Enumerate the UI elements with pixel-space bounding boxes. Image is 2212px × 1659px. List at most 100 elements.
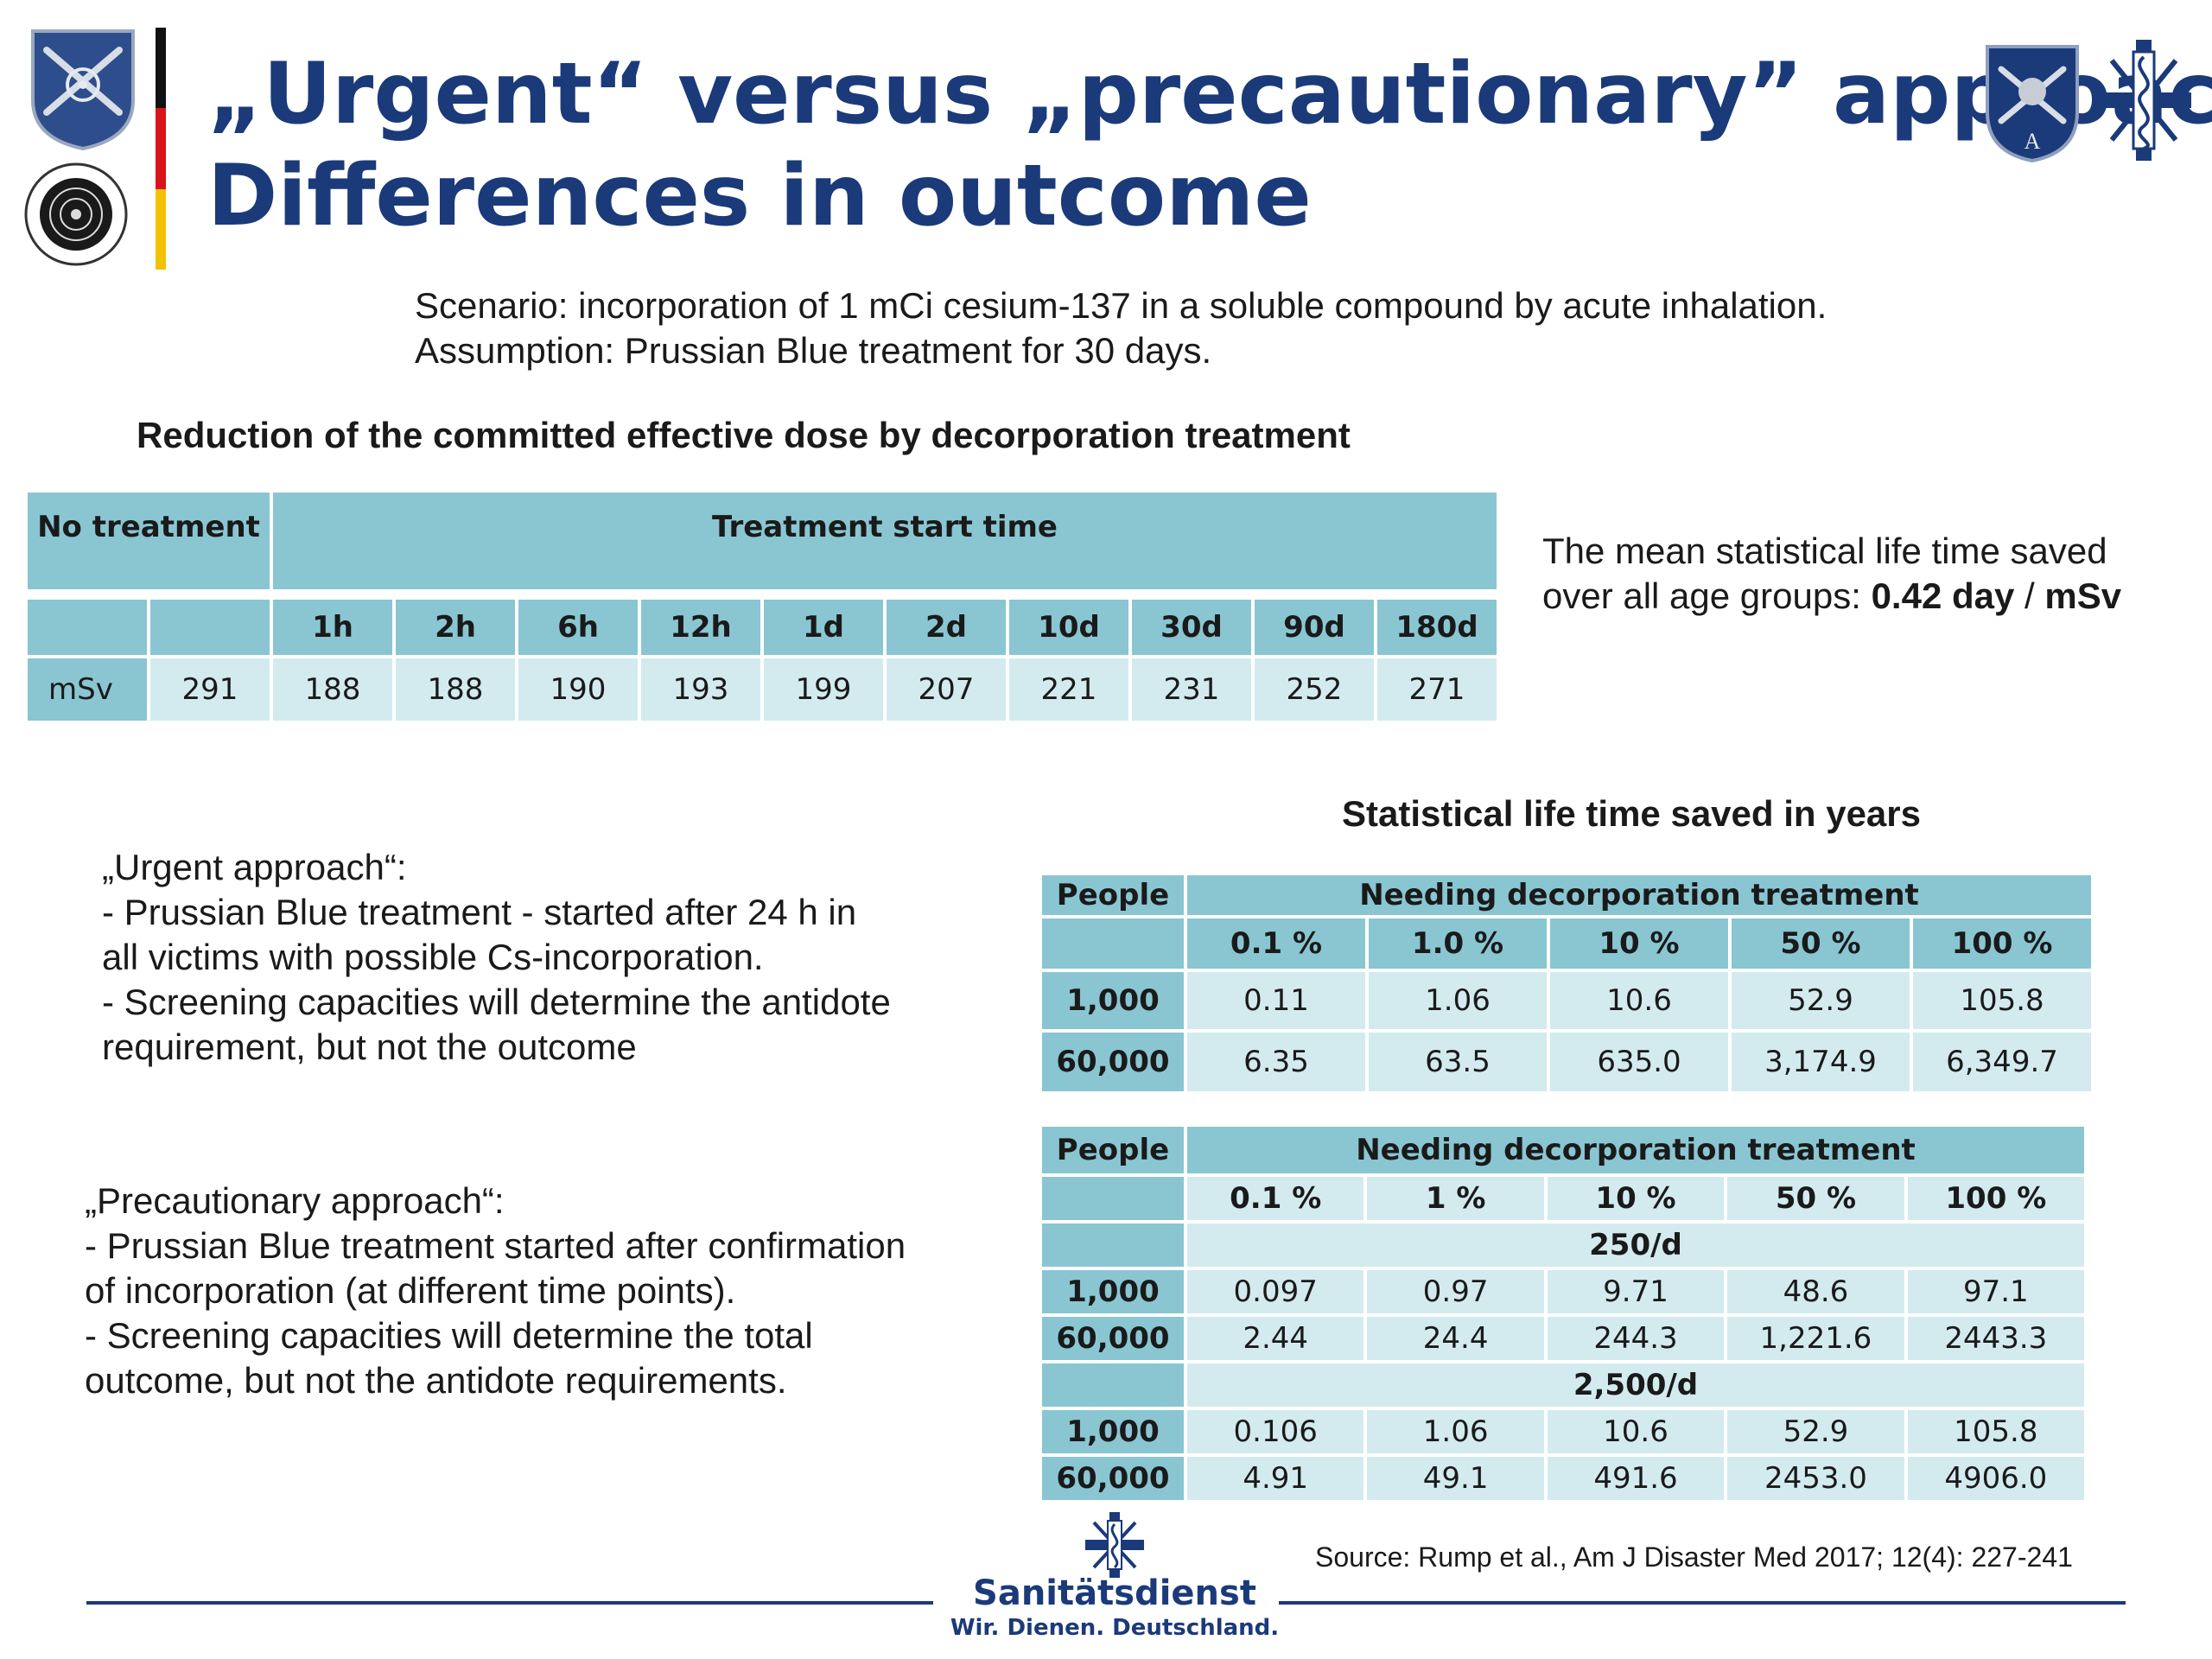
dose-cell: 231 [1132,658,1251,721]
people-label: 60,000 [1042,1457,1184,1500]
dose-table-title: Reduction of the committed effective dos… [137,415,1351,455]
mean-life-prefix: over all age groups: [1542,575,1872,616]
value-cell: 6,349.7 [1913,1033,2091,1091]
dose-reduction-table: No treatment Treatment start time 1h 2h … [28,493,1497,721]
table-row: 60,000 4.91 49.1 491.6 2453.0 4906.0 [1042,1457,2085,1500]
percent-header-cell: 1 % [1367,1177,1544,1220]
text-line: - Prussian Blue treatment - started afte… [102,892,857,932]
percent-header-cell: 10 % [1547,1177,1725,1220]
urgent-approach-text: „Urgent approach“: - Prussian Blue treat… [102,845,891,1070]
percent-header-cell: 0.1 % [1187,1177,1364,1220]
mean-life-line-2: over all age groups: 0.42 day / mSv [1542,574,2121,619]
mean-life-sep: / [2014,575,2045,616]
text-line: - Screening capacities will determine th… [85,1315,813,1356]
percent-header-cell: 50 % [1727,1177,1904,1220]
percent-header-cell: 10 % [1550,918,1728,969]
text-line: requirement, but not the outcome [102,1027,637,1067]
value-cell: 10.6 [1547,1410,1725,1453]
percent-header-cell: 0.1 % [1187,918,1365,969]
time-header-cell: 30d [1132,600,1251,655]
value-cell: 1.06 [1367,1410,1544,1453]
precautionary-approach-text: „Precautionary approach“: - Prussian Blu… [85,1179,906,1403]
value-cell: 49.1 [1367,1457,1544,1500]
brand-slogan: Wir. Dienen. Deutschland. [950,1615,1280,1641]
blank-cell [1042,1177,1184,1220]
value-cell: 9.71 [1547,1270,1725,1313]
value-cell: 24.4 [1367,1317,1544,1360]
section-row: 2,500/d [1042,1363,2084,1407]
time-header-cell: 2d [887,600,1006,655]
medical-service-emblem-logo [2096,40,2191,161]
msv-row: mSv 291 188 188 190 193 199 207 221 231 … [28,658,1497,721]
value-cell: 0.097 [1187,1270,1364,1313]
mean-life-value: 0.42 day [1871,575,2015,616]
assumption-line: Assumption: Prussian Blue treatment for … [415,330,1212,371]
title-line-1: „Urgent“ versus „precautionary” approach [207,45,2212,143]
mean-life-line-1: The mean statistical life time saved [1542,531,2107,571]
value-cell: 244.3 [1547,1317,1725,1360]
value-cell: 105.8 [1907,1410,2085,1453]
dose-cell: 193 [641,658,760,721]
treatment-start-header: Treatment start time [273,493,1497,589]
time-header-cell: 12h [641,600,760,655]
people-header: People [1042,875,1184,915]
row-label: mSv [28,658,147,721]
percent-header-cell: 100 % [1907,1177,2085,1220]
people-label: 60,000 [1042,1317,1184,1360]
urgent-life-time-table: People Needing decorporation treatment 0… [1042,875,2091,1095]
table-row: 1,000 0.11 1.06 10.6 52.9 105.8 [1042,972,2091,1029]
time-header-cell: 10d [1009,600,1128,655]
german-flag-bar [156,28,166,270]
table-header-row: People Needing decorporation treatment [1042,1127,2084,1173]
value-cell: 2443.3 [1907,1317,2085,1360]
percent-header-row: 0.1 % 1.0 % 10 % 50 % 100 % [1042,918,2091,969]
text-line: „Precautionary approach“: [85,1180,505,1221]
scenario-text: Scenario: incorporation of 1 mCi cesium-… [415,283,1827,373]
value-cell: 4.91 [1187,1457,1364,1500]
time-header-row: 1h 2h 6h 12h 1d 2d 10d 30d 90d 180d [28,600,1497,655]
value-cell: 0.97 [1367,1270,1544,1313]
percent-header-cell: 50 % [1732,918,1910,969]
blank-cell [150,600,270,655]
university-seal-logo [24,162,128,266]
footer-divider-right [1279,1601,2126,1605]
blank-cell [1042,1363,1184,1407]
needing-header: Needing decorporation treatment [1187,875,2091,915]
time-header-cell: 1h [273,600,392,655]
time-header-cell: 6h [518,600,638,655]
dose-cell: 188 [273,658,392,721]
medical-service-cross-logo [1085,1512,1144,1578]
time-header-cell: 2h [396,600,515,655]
value-cell: 1.06 [1369,972,1547,1029]
percent-header-row: 0.1 % 1 % 10 % 50 % 100 % [1042,1177,2085,1220]
svg-text:A: A [2024,129,2041,154]
flag-red [156,108,166,189]
time-header-cell: 180d [1377,600,1497,655]
value-cell: 0.11 [1187,972,1365,1029]
section-label: 250/d [1187,1224,2084,1267]
page-title: „Urgent“ versus „precautionary” approach… [207,43,2212,247]
dose-cell: 271 [1377,658,1497,721]
dose-cell: 252 [1255,658,1374,721]
value-cell: 63.5 [1369,1033,1547,1091]
value-cell: 52.9 [1732,972,1910,1029]
footer-brand: Sanitätsdienst Wir. Dienen. Deutschland. [942,1573,1287,1642]
value-cell: 48.6 [1727,1270,1904,1313]
people-header: People [1042,1127,1184,1173]
footer-divider-left [86,1601,933,1605]
text-line: - Screening capacities will determine th… [102,982,891,1022]
value-cell: 105.8 [1913,972,2091,1029]
value-cell: 3,174.9 [1732,1033,1910,1091]
percent-header-cell: 1.0 % [1369,918,1547,969]
no-treatment-header: No treatment [28,493,270,589]
table-header-row: People Needing decorporation treatment [1042,875,2091,915]
table-row: 60,000 2.44 24.4 244.3 1,221.6 2443.3 [1042,1317,2085,1360]
people-label: 60,000 [1042,1033,1184,1091]
dose-cell: 190 [518,658,638,721]
flag-black [156,28,166,109]
text-line: „Urgent approach“: [102,847,407,887]
value-cell: 6.35 [1187,1033,1365,1091]
people-label: 1,000 [1042,1410,1184,1453]
mean-life-note: The mean statistical life time saved ove… [1542,529,2121,619]
value-cell: 4906.0 [1907,1457,2085,1500]
